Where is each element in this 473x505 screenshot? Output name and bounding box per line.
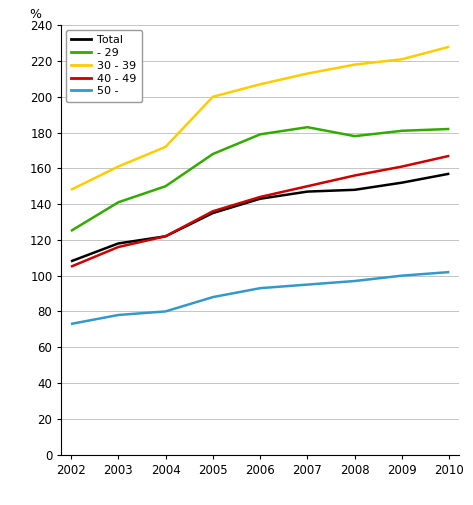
40 - 49 (305, 183, 310, 189)
50 - (210, 294, 216, 300)
40 - 49 (352, 173, 358, 179)
- 29 (447, 126, 452, 132)
50 - (163, 309, 168, 315)
- 29 (257, 131, 263, 137)
Line: Total: Total (71, 174, 449, 262)
Total (399, 180, 405, 186)
40 - 49 (68, 264, 74, 270)
40 - 49 (210, 208, 216, 214)
Total (210, 210, 216, 216)
30 - 39 (257, 81, 263, 87)
Line: 30 - 39: 30 - 39 (71, 46, 449, 190)
- 29 (68, 228, 74, 234)
- 29 (163, 183, 168, 189)
Line: 40 - 49: 40 - 49 (71, 156, 449, 267)
Text: %: % (30, 8, 42, 21)
Total (115, 240, 121, 246)
50 - (68, 321, 74, 327)
40 - 49 (399, 164, 405, 170)
40 - 49 (163, 233, 168, 239)
30 - 39 (399, 56, 405, 62)
30 - 39 (115, 164, 121, 170)
40 - 49 (257, 194, 263, 200)
- 29 (115, 199, 121, 206)
40 - 49 (115, 244, 121, 250)
50 - (352, 278, 358, 284)
- 29 (210, 151, 216, 157)
50 - (399, 273, 405, 279)
50 - (447, 269, 452, 275)
Line: - 29: - 29 (71, 127, 449, 231)
Total (352, 187, 358, 193)
30 - 39 (210, 94, 216, 100)
50 - (115, 312, 121, 318)
- 29 (399, 128, 405, 134)
30 - 39 (447, 43, 452, 49)
Total (163, 233, 168, 239)
Legend: Total, - 29, 30 - 39, 40 - 49, 50 -: Total, - 29, 30 - 39, 40 - 49, 50 - (66, 30, 142, 102)
Line: 50 -: 50 - (71, 272, 449, 324)
30 - 39 (305, 71, 310, 77)
30 - 39 (68, 187, 74, 193)
Total (68, 259, 74, 265)
50 - (305, 282, 310, 288)
Total (447, 171, 452, 177)
30 - 39 (163, 144, 168, 150)
Total (257, 196, 263, 202)
30 - 39 (352, 62, 358, 68)
- 29 (305, 124, 310, 130)
- 29 (352, 133, 358, 139)
40 - 49 (447, 153, 452, 159)
50 - (257, 285, 263, 291)
Total (305, 188, 310, 194)
